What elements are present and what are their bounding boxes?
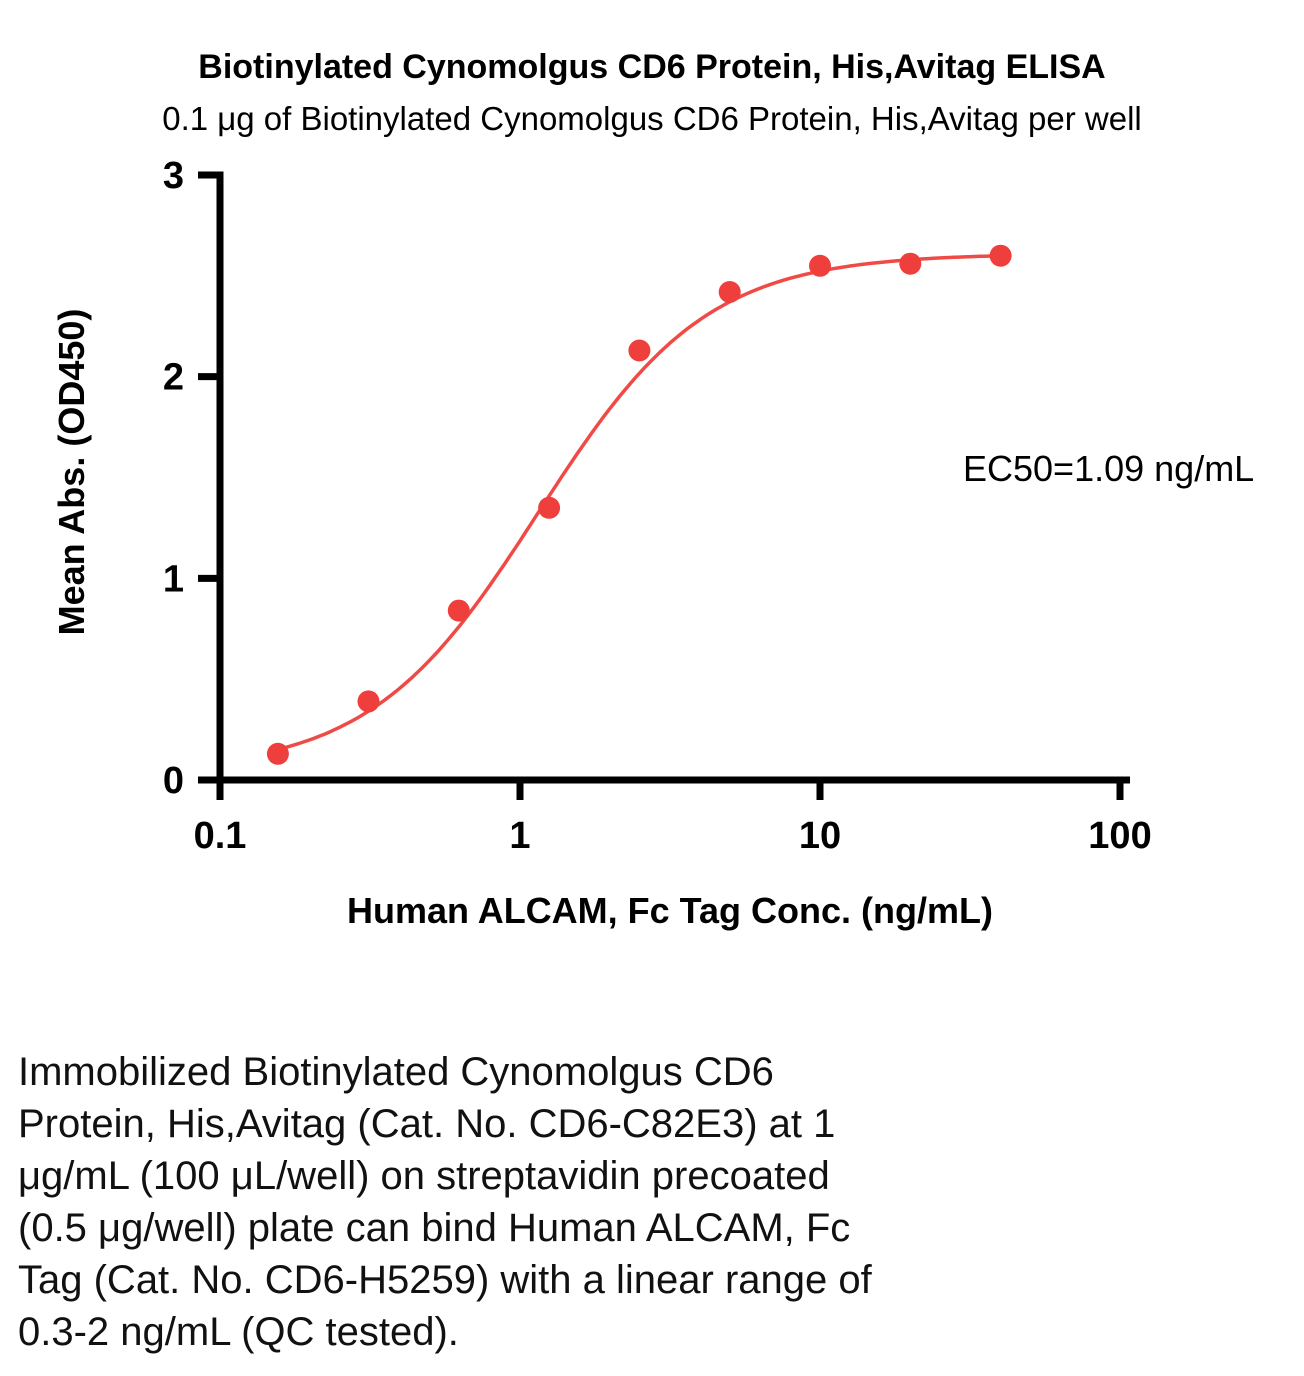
y-axis-label: Mean Abs. (OD450) — [51, 308, 92, 636]
data-point — [809, 254, 831, 277]
data-point — [989, 244, 1012, 267]
caption-line: 0.3-2 ng/mL (QC tested). — [18, 1310, 459, 1354]
y-tick-label: 0 — [163, 760, 184, 802]
x-tick-label: 10 — [799, 815, 841, 857]
ec50-annotation: EC50=1.09 ng/mL — [963, 448, 1255, 489]
chart-title: Biotinylated Cynomolgus CD6 Protein, His… — [198, 48, 1106, 86]
data-point — [538, 496, 561, 519]
x-tick-label: 0.1 — [194, 815, 247, 857]
y-tick-label: 1 — [163, 558, 184, 600]
y-tick-label: 2 — [163, 357, 184, 399]
caption-line: Protein, His,Avitag (Cat. No. CD6-C82E3)… — [18, 1102, 836, 1146]
x-tick-label: 1 — [509, 815, 530, 857]
data-point — [718, 281, 741, 303]
x-axis-label: Human ALCAM, Fc Tag Conc. (ng/mL) — [347, 890, 993, 931]
caption-line: (0.5 μg/well) plate can bind Human ALCAM… — [18, 1206, 851, 1250]
y-tick-label: 3 — [163, 155, 184, 197]
data-points — [266, 244, 1012, 765]
data-point — [899, 252, 922, 275]
x-tick-label: 100 — [1088, 815, 1151, 857]
chart-subtitle: 0.1 μg of Biotinylated Cynomolgus CD6 Pr… — [162, 100, 1142, 137]
fit-curve — [276, 254, 1003, 752]
data-point — [266, 742, 289, 765]
elisa-plot-svg: 0.1 1 10 100 0 1 2 3 — [163, 155, 1152, 857]
axes: 0.1 1 10 100 0 1 2 3 — [163, 155, 1152, 857]
caption-line: Immobilized Biotinylated Cynomolgus CD6 — [18, 1050, 774, 1094]
data-point — [628, 339, 651, 362]
data-point — [447, 599, 470, 622]
figure-caption: Immobilized Biotinylated Cynomolgus CD6 … — [18, 1046, 1118, 1358]
data-point — [357, 690, 380, 713]
caption-line: Tag (Cat. No. CD6-H5259) with a linear r… — [18, 1258, 872, 1302]
caption-line: μg/mL (100 μL/well) on streptavidin prec… — [18, 1154, 830, 1198]
